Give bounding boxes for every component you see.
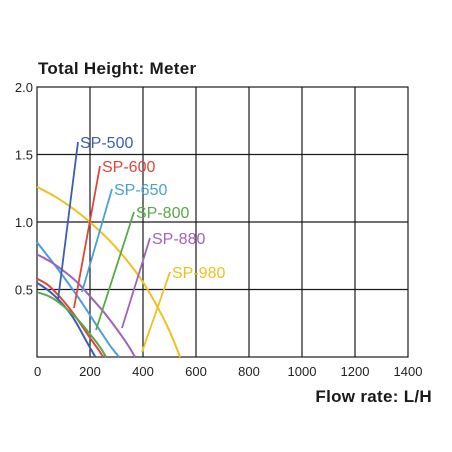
series-curve-sp-600 — [36, 277, 105, 358]
series-curve-sp-650 — [36, 241, 120, 358]
y-axis-ticks: 2.0 1.5 1.0 0.5 — [15, 80, 33, 298]
chart-title: Total Height: Meter — [38, 59, 196, 78]
series-label-sp-500: SP-500 — [80, 135, 133, 152]
x-tick-label: 1400 — [394, 364, 423, 379]
series-curve-sp-980 — [36, 186, 182, 358]
x-tick-label: 1000 — [288, 364, 317, 379]
x-axis-ticks: 0 200 400 600 800 1000 1200 1400 — [34, 364, 422, 379]
y-tick-label: 2.0 — [15, 80, 33, 95]
series-label-sp-800: SP-800 — [136, 205, 189, 222]
series-labels: SP-500 SP-600 SP-650 SP-800 SP-880 SP-980 — [57, 135, 225, 353]
x-tick-label: 400 — [132, 364, 154, 379]
series-leader-line — [57, 141, 79, 301]
series-leader-line — [141, 271, 171, 353]
y-tick-label: 0.5 — [15, 283, 33, 298]
x-tick-label: 1200 — [341, 364, 370, 379]
plot-grid — [36, 86, 409, 358]
x-tick-label: 0 — [34, 364, 41, 379]
y-tick-label: 1.0 — [15, 215, 33, 230]
series-curve-sp-800 — [36, 291, 107, 358]
series-leader-line — [95, 211, 135, 331]
series-leader-line — [81, 188, 113, 293]
x-tick-label: 200 — [79, 364, 101, 379]
series-label-sp-980: SP-980 — [172, 265, 225, 282]
series-leader-line — [73, 165, 101, 309]
x-tick-label: 600 — [185, 364, 207, 379]
x-tick-label: 800 — [238, 364, 260, 379]
series-label-sp-600: SP-600 — [102, 159, 155, 176]
x-axis-label: Flow rate: L/H — [315, 387, 432, 406]
y-tick-label: 1.5 — [15, 148, 33, 163]
series-label-sp-880: SP-880 — [152, 231, 205, 248]
series-label-sp-650: SP-650 — [114, 182, 167, 199]
series-leader-line — [121, 237, 151, 329]
